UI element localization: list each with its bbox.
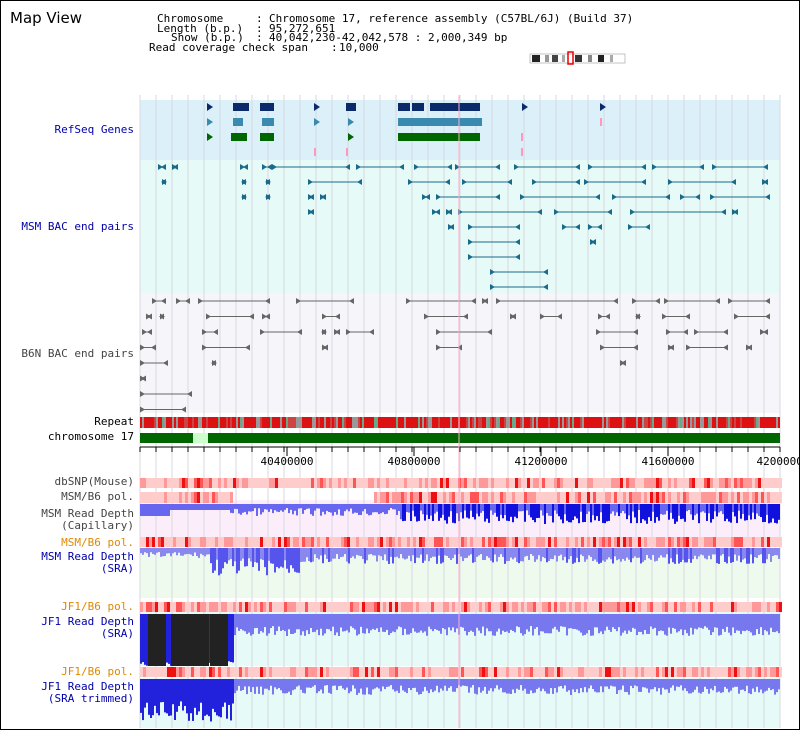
track-label-msm-bac[interactable]: MSM BAC end pairs <box>21 220 134 233</box>
length-value: 95,272,651 <box>269 22 336 35</box>
refseq-genes[interactable] <box>207 103 606 156</box>
page-title: Map View <box>10 9 83 27</box>
track-label-jf1-b6-pol-1[interactable]: JF1/B6 pol. <box>61 600 134 613</box>
repeat-track[interactable] <box>140 417 780 428</box>
show-sep: : <box>256 31 263 44</box>
length-label: Length (b.p.) <box>157 22 244 35</box>
dbsnp-track[interactable] <box>140 478 782 488</box>
axis-tick-label: 42000000 <box>756 455 800 468</box>
coverage-sep: : <box>331 41 338 54</box>
track-label-chromosome[interactable]: chromosome 17 <box>47 430 134 443</box>
track-label-jf1-b6-pol-2[interactable]: JF1/B6 pol. <box>61 665 134 678</box>
show-value: 40,042,230-42,042,578 : 2,000,349 bp <box>269 31 508 44</box>
chromosome-value: Chromosome 17, reference assembly (C57BL… <box>269 12 634 25</box>
msm-b6-pol-track-2[interactable] <box>140 537 782 547</box>
coverage-value: 10,000 <box>339 41 379 54</box>
msm-bac-pairs[interactable] <box>158 164 770 290</box>
axis-tick-label: 40800000 <box>387 455 441 468</box>
chromosome-band[interactable] <box>140 433 780 443</box>
track-label-dbsnp[interactable]: dbSNP(Mouse) <box>54 475 134 488</box>
track-label-msm-b6-pol-2[interactable]: MSM/B6 pol. <box>61 536 134 549</box>
coverage-label: Read coverage check span <box>149 41 308 54</box>
axis-tick-label: 41600000 <box>641 455 695 468</box>
length-sep: : <box>256 22 263 35</box>
track-label-b6n-bac[interactable]: B6N BAC end pairs <box>21 347 134 360</box>
track-label-repeat[interactable]: Repeat <box>94 415 134 428</box>
chromosome-sep: : <box>256 12 263 25</box>
msm-read-depth-sra[interactable] <box>140 548 780 576</box>
track-label-msm-read-depth-sra[interactable]: MSM Read Depth (SRA) <box>41 550 134 575</box>
jf1-b6-pol-track-2[interactable] <box>140 667 782 677</box>
axis-tick-label: 41200000 <box>514 455 568 468</box>
track-label-jf1-read-depth-sra[interactable]: JF1 Read Depth (SRA) <box>41 615 134 640</box>
track-label-jf1-read-depth-trimmed[interactable]: JF1 Read Depth (SRA trimmed) <box>41 680 134 705</box>
msm-read-depth-capillary[interactable] <box>140 504 780 524</box>
coordinate-axis <box>139 446 781 456</box>
track-label-msm-read-depth-cap[interactable]: MSM Read Depth (Capillary) <box>41 507 134 532</box>
jf1-b6-pol-track-1[interactable] <box>140 602 782 612</box>
track-label-msm-b6-pol-1[interactable]: MSM/B6 pol. <box>61 490 134 503</box>
chromosome-label: Chromosome <box>157 12 224 25</box>
show-label: Show (b.p.) <box>171 31 244 44</box>
jf1-read-depth-trimmed[interactable] <box>140 679 780 722</box>
axis-tick-label: 40400000 <box>260 455 314 468</box>
chromosome-ideogram[interactable] <box>529 51 626 65</box>
jf1-read-depth-sra[interactable] <box>140 614 780 666</box>
b6n-bac-pairs[interactable] <box>140 298 770 428</box>
track-label-refseq[interactable]: RefSeq Genes <box>54 123 134 136</box>
